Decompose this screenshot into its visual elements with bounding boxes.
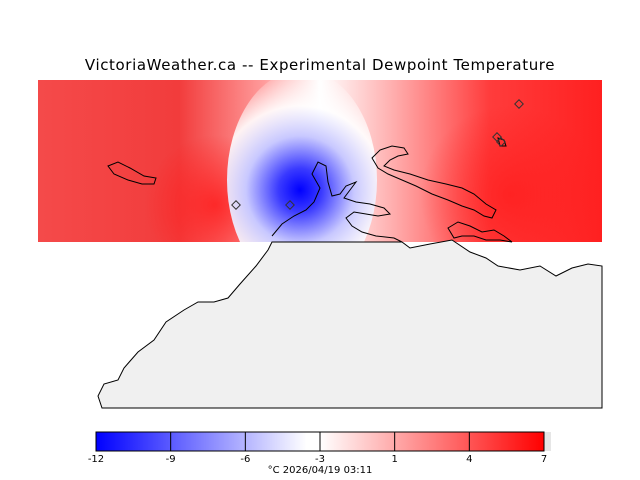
dewpoint-field xyxy=(38,80,602,242)
colorbar-tick-label: 4 xyxy=(466,454,473,465)
colorbar-tick-label: -9 xyxy=(165,454,176,465)
station-marker-west[interactable] xyxy=(231,200,241,210)
island-west xyxy=(107,161,157,185)
colorbar-tick-label: 7 xyxy=(540,454,548,465)
colorbar-tick-label: -6 xyxy=(240,454,251,465)
coastline-inlet xyxy=(371,145,497,219)
station-marker-ne-1[interactable] xyxy=(514,99,524,109)
station-marker-central[interactable] xyxy=(285,200,295,210)
colorbar-tick-label: -12 xyxy=(87,454,105,465)
colorbar-caption: °C 2026/04/19 03:11 xyxy=(267,465,373,476)
map-title: VictoriaWeather.ca -- Experimental Dewpo… xyxy=(84,56,556,74)
colorbar-ticks xyxy=(95,432,545,451)
coastline xyxy=(271,161,403,243)
colorbar-tick-label: -3 xyxy=(315,454,325,465)
colorbar-tick-label: 1 xyxy=(391,454,398,465)
land-mass xyxy=(97,239,603,409)
coastline-peninsula xyxy=(447,221,513,243)
station-marker-ne-3[interactable] xyxy=(496,137,506,147)
